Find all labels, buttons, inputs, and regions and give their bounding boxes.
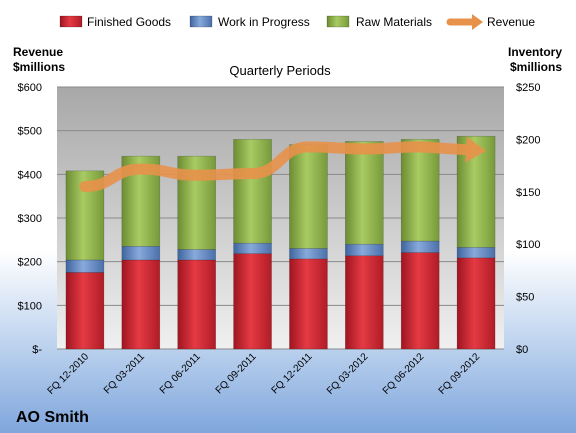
legend-swatch (59, 15, 83, 28)
right-tick-label: $200 (516, 134, 540, 146)
left-tick-label: $- (32, 344, 42, 356)
left-axis-title-line2: $millions (13, 60, 65, 74)
legend-finished-goods: Finished Goods (59, 15, 171, 29)
company-name: AO Smith (16, 409, 89, 426)
right-axis-title-line2: $millions (510, 60, 562, 74)
chart-subtitle: Quarterly Periods (229, 63, 331, 78)
work-in-progress-bar (456, 247, 496, 259)
right-axis: $0 $50 $100 $150 $200 $250 (516, 82, 540, 356)
finished-goods-bar (289, 258, 328, 350)
left-tick-label: $100 (18, 300, 42, 312)
legend-work-in-progress: Work in Progress (189, 15, 310, 29)
right-tick-label: $250 (516, 82, 540, 94)
left-tick-label: $400 (18, 169, 42, 181)
revenue-line (79, 136, 487, 193)
left-tick-label: $300 (18, 213, 42, 225)
finished-goods-bar (400, 252, 440, 350)
work-in-progress-bar (400, 240, 440, 253)
raw-materials-bar (345, 141, 384, 245)
right-axis-title-line1: Inventory (508, 45, 562, 59)
legend-swatch (326, 15, 350, 28)
work-in-progress-bar (345, 243, 384, 257)
work-in-progress-bar (121, 245, 161, 261)
right-tick-label: $100 (516, 239, 540, 251)
legend-label: Finished Goods (87, 15, 171, 29)
legend-label: Revenue (487, 15, 535, 29)
finished-goods-bar (121, 259, 161, 350)
legend-arrowhead (472, 14, 483, 30)
left-tick-label: $200 (18, 257, 42, 269)
legend-swatch (189, 15, 213, 28)
revenue-line-path (79, 141, 472, 193)
revenue-arrowhead (465, 136, 487, 163)
finished-goods-bar (177, 259, 216, 350)
finished-goods-bar (456, 257, 496, 350)
raw-materials-bar (289, 144, 328, 249)
left-tick-label: $500 (18, 126, 42, 138)
left-axis: $- $100 $200 $300 $400 $500 $600 (18, 82, 43, 356)
finished-goods-bar (65, 272, 105, 350)
work-in-progress-bar (233, 242, 272, 254)
right-tick-label: $0 (516, 344, 528, 356)
work-in-progress-bar (65, 259, 105, 273)
work-in-progress-bar (289, 248, 328, 260)
legend-revenue: Revenue (446, 14, 535, 30)
left-tick-label: $600 (18, 82, 42, 94)
work-in-progress-bar (177, 249, 216, 261)
legend-label: Work in Progress (218, 15, 310, 29)
right-tick-label: $150 (516, 187, 540, 199)
legend: Finished Goods Work in Progress Raw Materi… (59, 14, 535, 30)
legend-label: Raw Materials (356, 15, 432, 29)
raw-materials-bar (400, 139, 440, 242)
legend-raw-materials: Raw Materials (326, 15, 432, 29)
left-axis-title-line1: Revenue (13, 45, 63, 59)
raw-materials-bar (233, 139, 272, 244)
finished-goods-bar (345, 255, 384, 350)
right-tick-label: $50 (516, 292, 534, 304)
finished-goods-bar (233, 253, 272, 350)
